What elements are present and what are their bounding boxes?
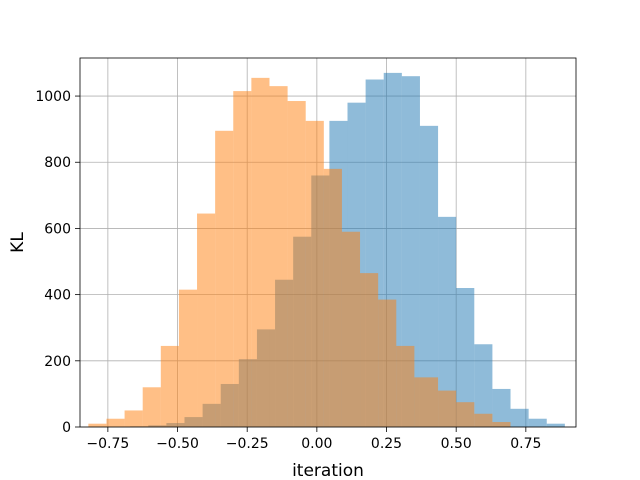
series-2-bar — [305, 120, 324, 428]
x-tick-label: −0.75 — [86, 436, 129, 452]
series-2-bar — [251, 77, 270, 427]
x-tick-label: 0.00 — [301, 436, 332, 452]
series-2-bar — [269, 86, 288, 428]
series-2-bar — [341, 231, 361, 427]
series-2-bar — [178, 289, 198, 427]
ticks-layer: −0.75 −0.50 −0.25 0.00 0.25 0.50 0.75 0 200 400 60… — [35, 89, 541, 452]
bars-layer — [88, 72, 565, 428]
series-2-bar — [456, 402, 475, 427]
series-2-bar — [323, 168, 342, 427]
series-2-bar — [287, 101, 306, 427]
y-tick-label: 800 — [44, 155, 71, 171]
series-2-bar — [124, 410, 143, 427]
series-1-bar — [492, 388, 511, 427]
series-1-bar — [546, 423, 565, 427]
series-2-bar — [360, 273, 379, 427]
series-1-bar — [456, 288, 475, 427]
series-2-bar — [492, 422, 511, 427]
series-2-bar — [438, 390, 457, 427]
plot-frame — [79, 57, 577, 428]
series-1-bar — [419, 125, 439, 427]
x-axis-label: iteration — [292, 461, 364, 480]
series-2-bar — [106, 418, 125, 427]
y-tick-label: 600 — [44, 221, 71, 237]
y-tick-label: 200 — [44, 354, 71, 370]
y-axis-label: KL — [8, 232, 28, 253]
series-2-bar — [414, 377, 439, 427]
series-2-bar — [396, 345, 415, 427]
x-tick-label: −0.25 — [226, 436, 269, 452]
series-2-bar — [142, 387, 161, 427]
series-2-bar — [215, 130, 234, 427]
series-2-bar — [197, 213, 216, 427]
series-2-bar — [160, 345, 179, 427]
series-2-bar — [378, 299, 397, 427]
series-1-bar — [528, 418, 547, 427]
series-2-bar — [88, 423, 107, 427]
series-2-bar — [474, 413, 493, 427]
series-1-bar — [474, 344, 493, 427]
x-tick-label: 0.50 — [441, 436, 472, 452]
series-1-bar — [401, 76, 420, 428]
series-1-bar — [510, 408, 529, 427]
y-tick-label: 0 — [62, 420, 71, 436]
x-tick-label: 0.75 — [510, 436, 541, 452]
x-tick-label: 0.25 — [371, 436, 402, 452]
x-tick-label: −0.50 — [156, 436, 199, 452]
series-1-bar — [438, 216, 457, 427]
y-tick-label: 400 — [44, 288, 71, 304]
y-tick-label: 1000 — [35, 89, 71, 105]
series-2-bar — [233, 91, 252, 427]
